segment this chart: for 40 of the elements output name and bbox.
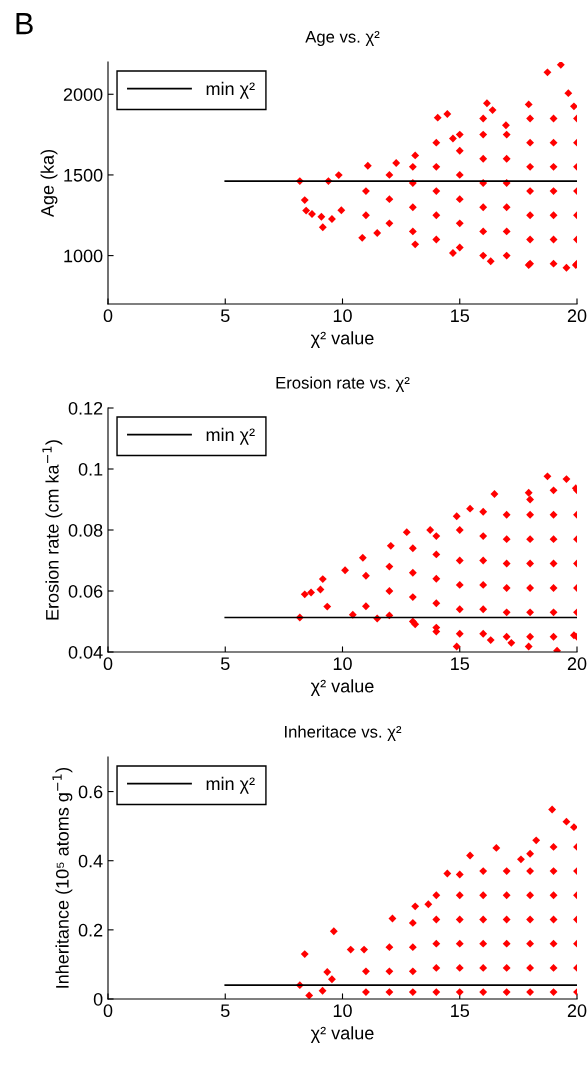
x-tick-label: 5 (220, 309, 230, 323)
y-tick-label: 0.6 (78, 785, 103, 799)
y-tick-label: 0.12 (68, 401, 103, 415)
chart-title: Age vs. χ² (305, 30, 380, 47)
text: B (16, 13, 33, 35)
y-tick-label: 1500 (64, 168, 103, 182)
x-tick-label: 5 (220, 657, 230, 671)
legend-label: min χ² (206, 81, 255, 99)
x-tick-label: 15 (451, 309, 470, 323)
x-axis-title: χ² value (310, 331, 374, 349)
x-tick-label: 20 (567, 309, 587, 323)
y-tick-label: 0.08 (68, 523, 103, 537)
x-tick-label: 0 (103, 1004, 113, 1018)
y-tick-label: 0.4 (78, 854, 103, 868)
y-axis-title: Erosion rate (cm ka$^{−1}$) (42, 440, 63, 620)
x-tick-label: 10 (333, 309, 352, 323)
x-tick-label: 10 (333, 1004, 352, 1018)
x-tick-label: 0 (103, 657, 113, 671)
x-tick-label: 20 (567, 657, 587, 671)
chart-title: Erosion rate vs. χ² (276, 376, 410, 393)
x-tick-label: 15 (451, 657, 470, 671)
x-tick-label: 5 (220, 1004, 230, 1018)
y-axis-title: Inheritance (10⁵ atoms g$^{−1}$) (52, 767, 73, 988)
y-tick-label: 0.2 (78, 923, 103, 937)
y-tick-label: 0.06 (68, 584, 103, 598)
x-axis-title: χ² value (310, 679, 374, 697)
y-axis-title: Age (ka) (40, 150, 58, 218)
y-tick-label: 0 (93, 992, 103, 1006)
x-tick-label: 10 (333, 657, 352, 671)
x-axis-title: χ² value (310, 1026, 374, 1044)
x-tick-label: 20 (567, 1004, 587, 1018)
y-tick-label: 2000 (63, 88, 103, 101)
y-tick-label: 0.1 (78, 462, 103, 476)
legend-label: min χ² (206, 427, 255, 445)
x-tick-label: 0 (103, 309, 113, 323)
y-tick-label: 1000 (64, 249, 103, 263)
y-tick-label: 0.04 (68, 645, 103, 659)
x-tick-label: 15 (451, 1004, 470, 1018)
legend-label: min χ² (206, 776, 255, 794)
chart-title: Inheritace vs. χ² (285, 725, 402, 742)
